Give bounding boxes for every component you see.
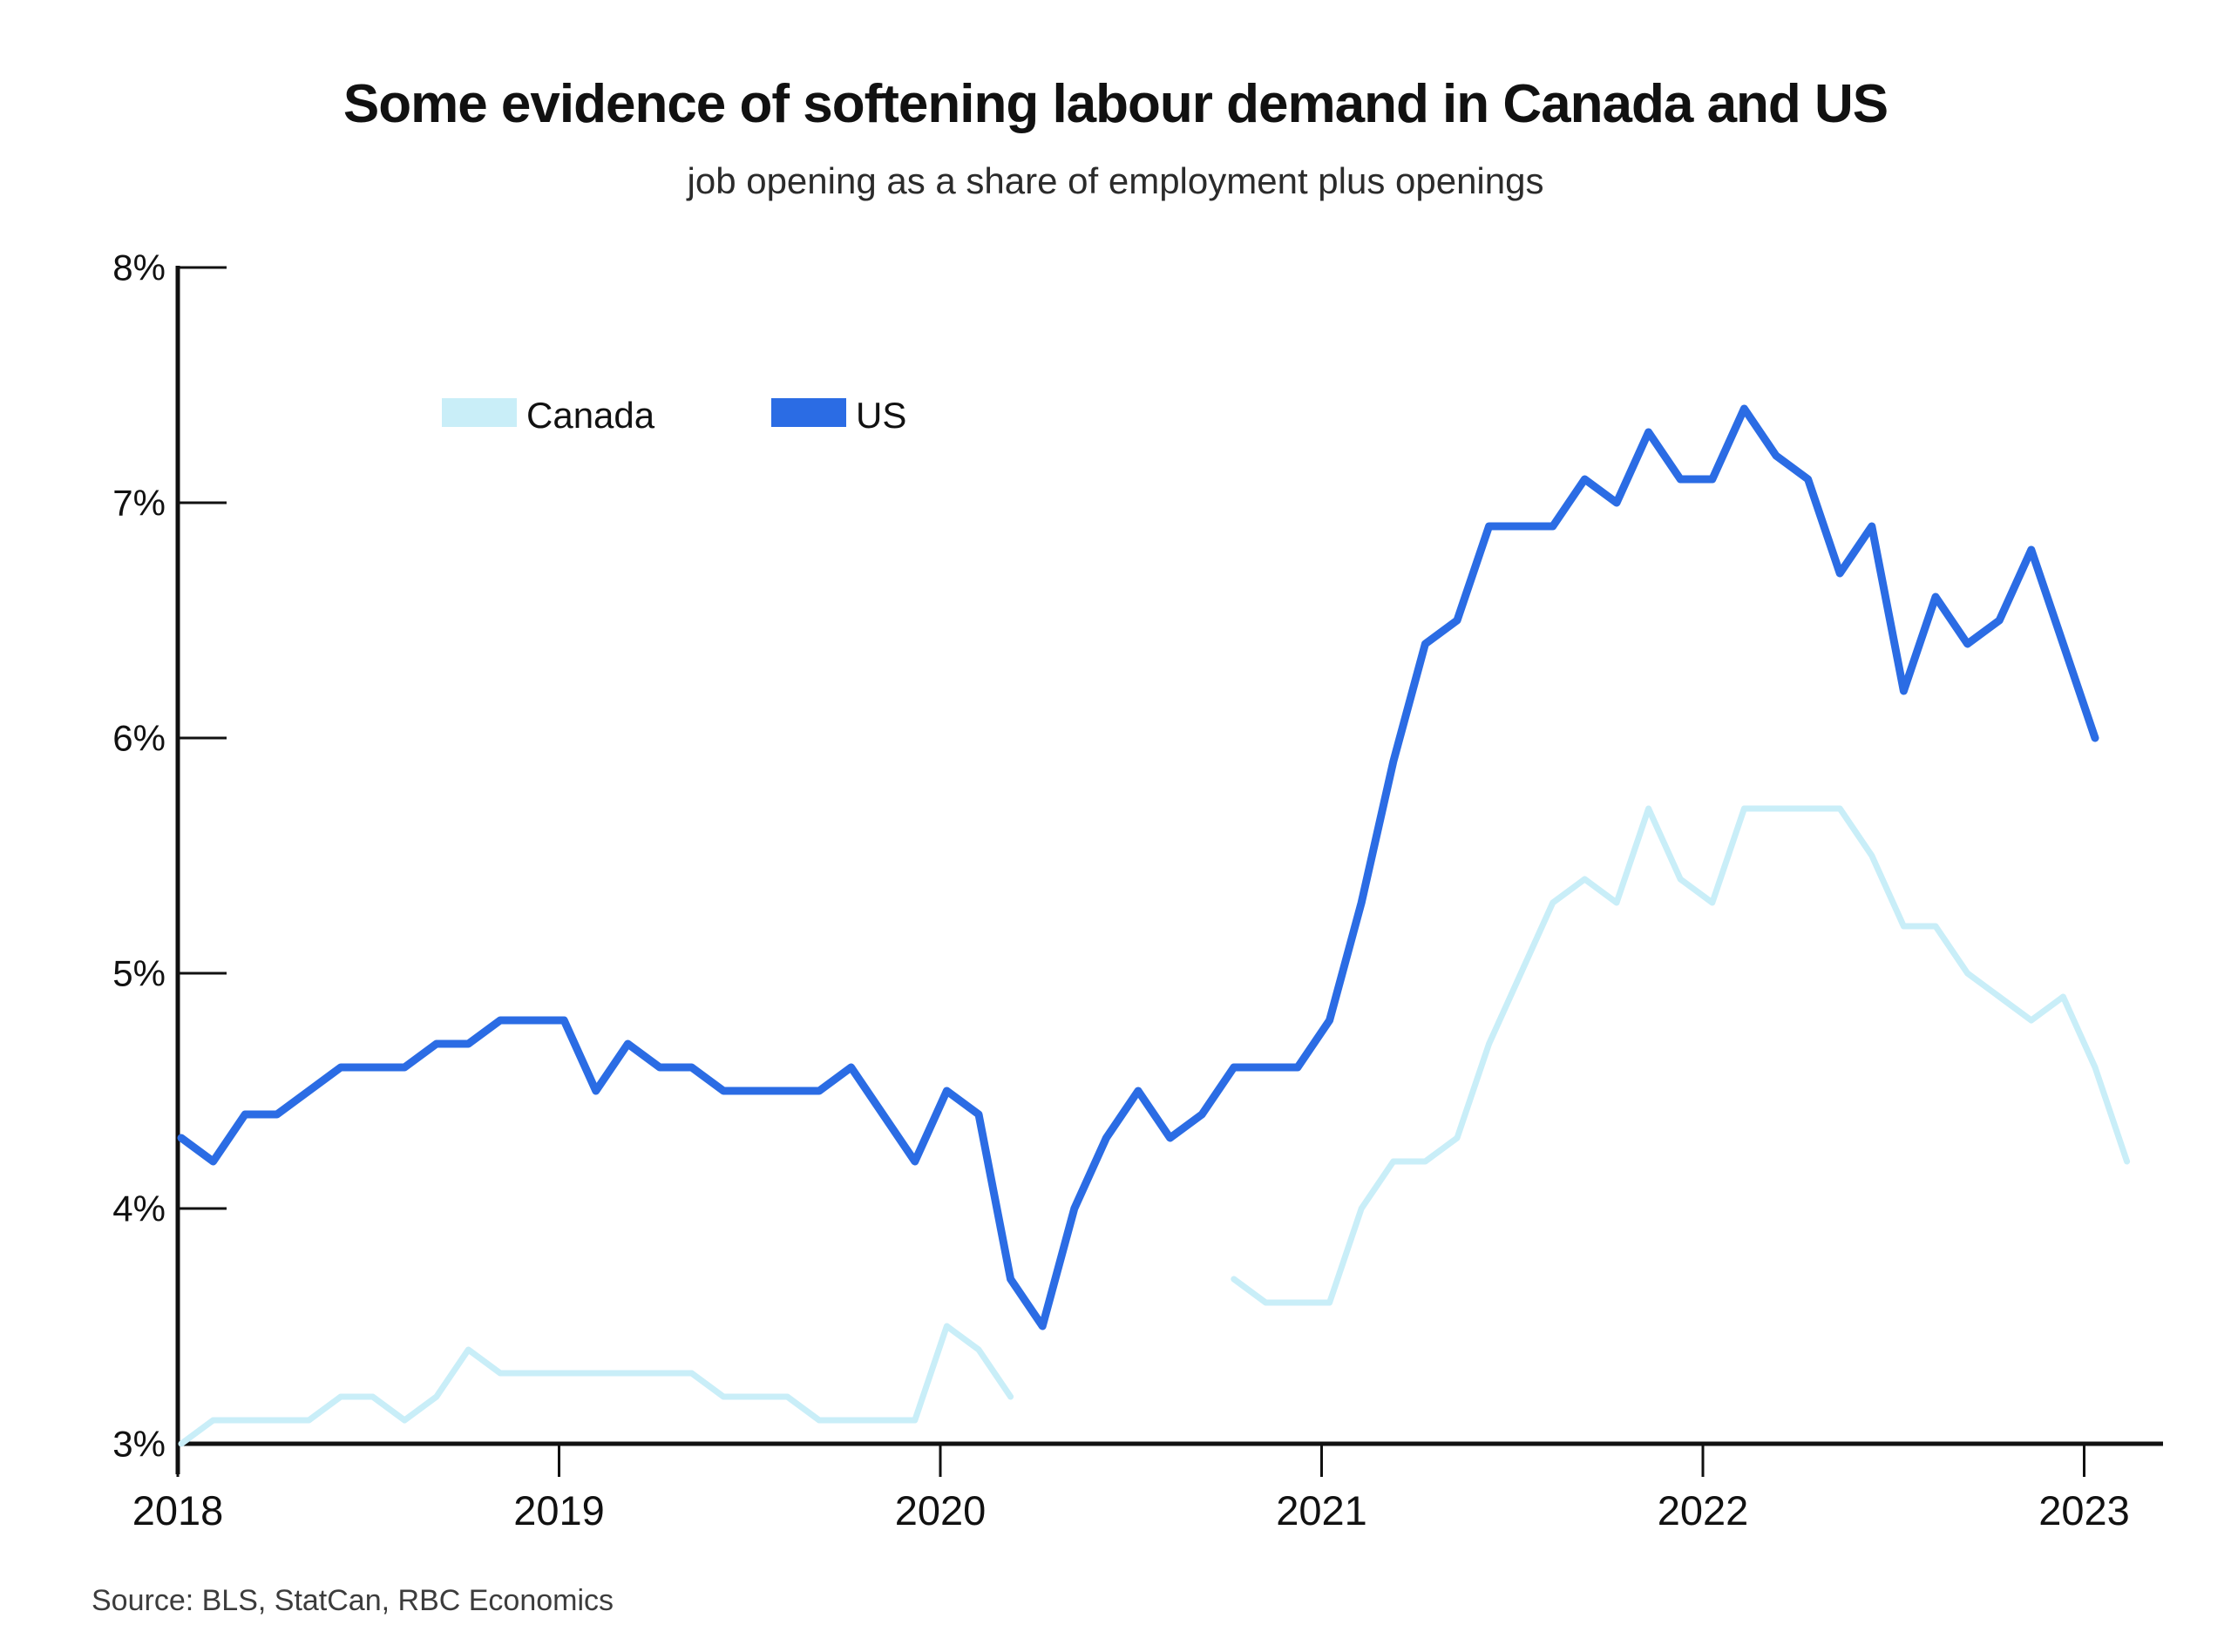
source-note: Source: BLS, StatCan, RBC Economics <box>92 1584 614 1617</box>
x-tick-label: 2018 <box>132 1487 224 1534</box>
legend: Canada US <box>442 395 906 436</box>
canada-line <box>1231 805 2131 1306</box>
y-tick-label: 4% <box>112 1188 166 1229</box>
x-tick-label: 2022 <box>1658 1487 1749 1534</box>
legend-swatch-us <box>771 398 846 427</box>
y-tick-label: 3% <box>112 1424 166 1465</box>
page-title: Some evidence of softening labour demand… <box>343 74 1888 134</box>
x-tick-label: 2020 <box>895 1487 987 1534</box>
y-tick-label: 5% <box>112 953 166 994</box>
x-tick-label: 2019 <box>513 1487 605 1534</box>
us-line <box>177 404 2099 1330</box>
chart-subtitle: job opening as a share of employment plu… <box>686 160 1544 201</box>
y-axis-ticks: 3% 4% 5% 6% 7% 8% <box>112 247 227 1465</box>
x-tick-label: 2023 <box>2038 1487 2130 1534</box>
x-tick-label: 2021 <box>1276 1487 1367 1534</box>
x-axis-ticks: 2018 2019 2020 2021 2022 2023 <box>132 1444 2130 1534</box>
axes: 3% 4% 5% 6% 7% 8% 2018 2019 2020 2021 2022 2023 <box>112 247 2163 1534</box>
series-lines <box>177 404 2131 1447</box>
y-tick-label: 6% <box>112 718 166 759</box>
y-tick-label: 7% <box>112 483 166 524</box>
canada-line <box>178 1323 1014 1447</box>
legend-label-canada: Canada <box>526 395 655 436</box>
legend-label-us: US <box>856 395 906 436</box>
legend-swatch-canada <box>442 398 517 427</box>
y-tick-label: 8% <box>112 247 166 288</box>
